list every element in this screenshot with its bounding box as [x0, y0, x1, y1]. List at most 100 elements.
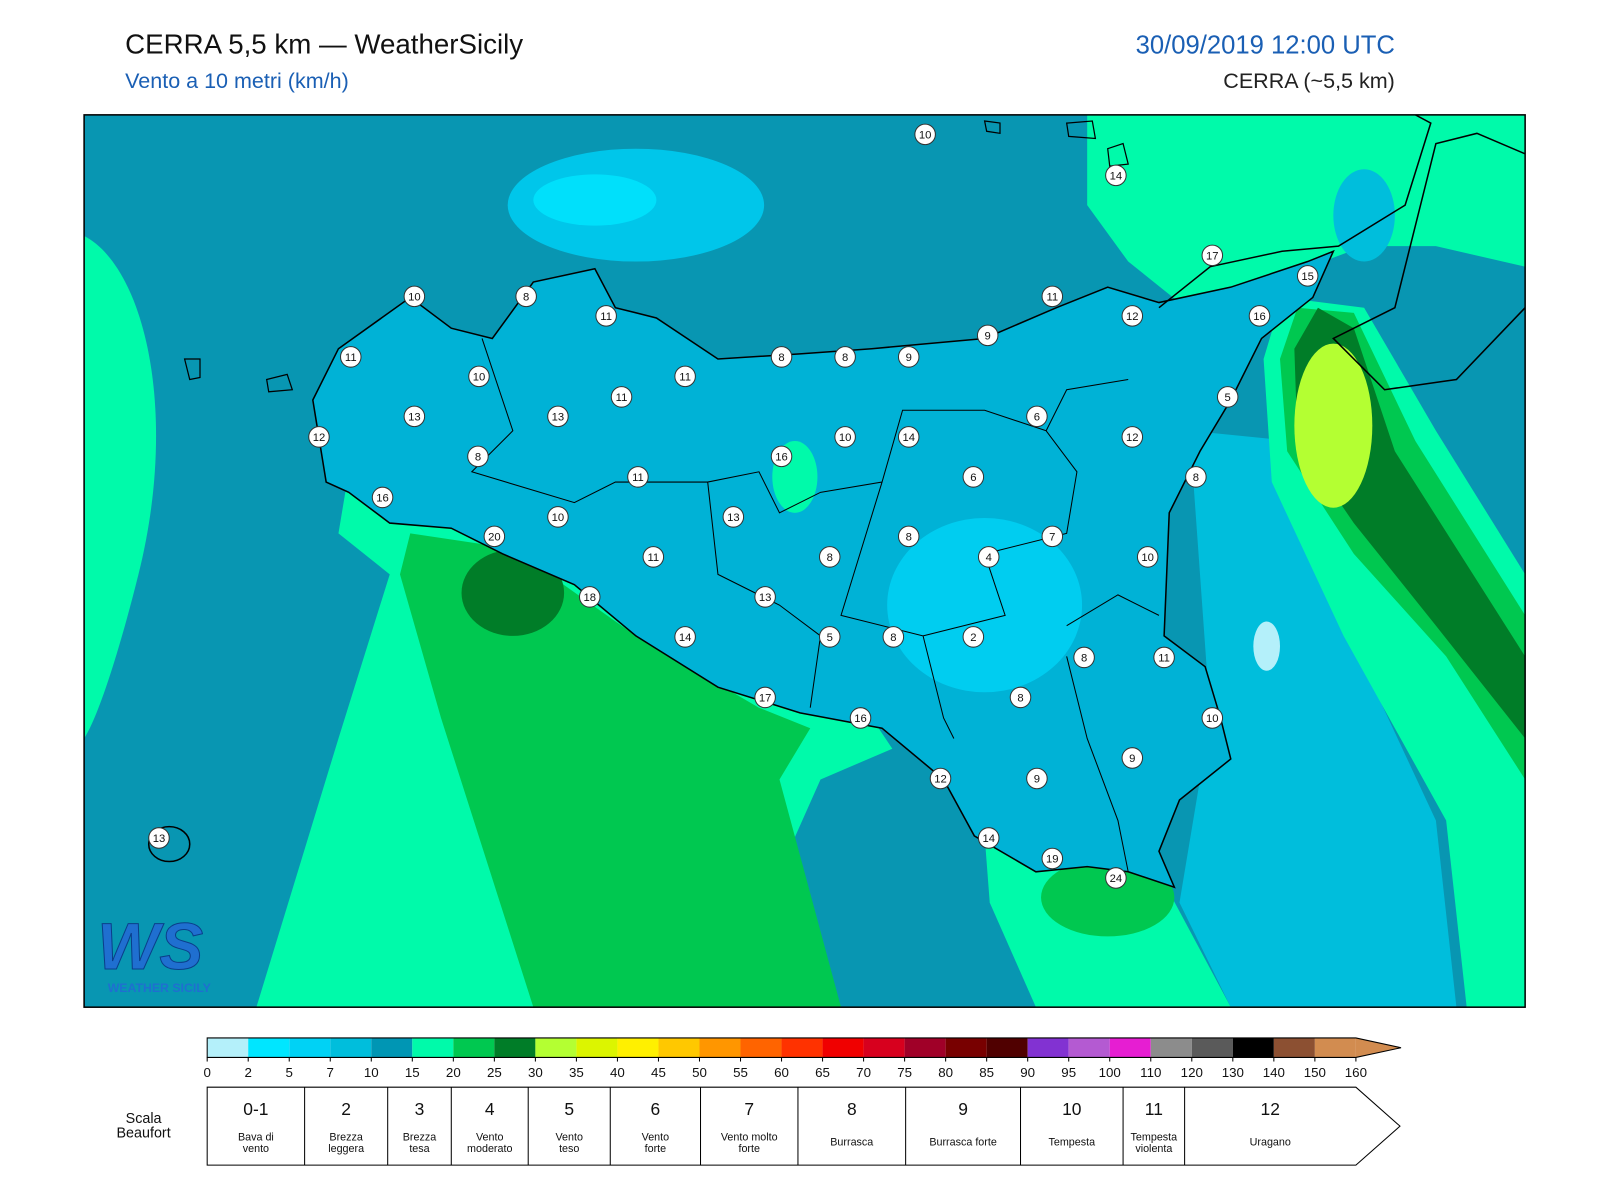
- colorbar-segment: [986, 1037, 1028, 1058]
- colorbar-tick-label: 25: [487, 1065, 502, 1080]
- station-marker: [339, 346, 362, 368]
- station-marker: [977, 546, 1000, 568]
- station-marker: [962, 466, 985, 488]
- station-marker: [468, 365, 490, 388]
- colorbar-tick-label: 55: [733, 1065, 748, 1080]
- colorbar-segment: [289, 1037, 331, 1058]
- colorbar-tick-label: 7: [327, 1065, 334, 1080]
- colorbar-tick-label: 60: [774, 1065, 789, 1080]
- colorbar-tick-label: 10: [364, 1065, 379, 1080]
- station-marker: [1121, 426, 1144, 448]
- station-value: 12: [934, 774, 947, 786]
- station-marker: [1026, 405, 1048, 428]
- station-value: 9: [1034, 774, 1040, 786]
- station-marker: [403, 405, 426, 428]
- title: CERRA 5,5 km — WeatherSicily: [125, 28, 523, 59]
- beaufort-description: Bava di vento: [238, 1132, 274, 1155]
- beaufort-force: 8: [847, 1099, 857, 1119]
- beaufort-force: 9: [958, 1099, 968, 1119]
- station-marker: [642, 546, 665, 568]
- station-value: 10: [1141, 552, 1154, 564]
- station-value: 13: [408, 412, 421, 424]
- station-marker: [547, 506, 569, 528]
- station-marker: [818, 626, 841, 648]
- wind-zone: [1333, 169, 1395, 262]
- station-value: 13: [727, 512, 740, 524]
- province-border: [470, 338, 1160, 872]
- station-marker: [929, 767, 952, 790]
- station-value: 14: [902, 432, 915, 444]
- colorbar-tick-label: 100: [1099, 1065, 1121, 1080]
- station-marker: [834, 346, 856, 368]
- colorbar-segment: [1150, 1037, 1192, 1058]
- station-value: 4: [986, 552, 992, 564]
- station-marker: [1201, 244, 1224, 267]
- station-marker: [371, 486, 394, 509]
- colorbar-segment: [1232, 1037, 1274, 1058]
- beaufort-scale: Scala Beaufort 0-1 Bava di vento 2 Brezza legge…: [116, 1086, 1401, 1166]
- colorbar-tick-label: 5: [286, 1065, 293, 1080]
- station-value: 11: [1158, 653, 1170, 665]
- colorbar-segment: [412, 1037, 454, 1058]
- logo-mark: WS: [97, 910, 203, 983]
- beaufort-description: Burrasca: [830, 1137, 873, 1149]
- calabria-coastline: [1158, 114, 1526, 391]
- colorbar-outline: [206, 1037, 1402, 1058]
- colorbar-tick-label: 130: [1222, 1065, 1244, 1080]
- station-value: 9: [1129, 753, 1135, 765]
- beaufort-label: Scala Beaufort: [116, 1111, 170, 1141]
- station-marker: [977, 827, 1000, 849]
- island-coastline: [183, 120, 1129, 393]
- station-value: 14: [1110, 170, 1123, 182]
- station-value: 8: [778, 352, 784, 364]
- station-marker: [483, 525, 506, 548]
- station-value: 17: [1206, 250, 1219, 262]
- wind-field: 10 14 17 15 10 8 11 11 12 16 9 11 8 8 9 10 11 11 5 13 13 6 12 1…: [84, 114, 1526, 1008]
- station-value: 10: [552, 512, 565, 524]
- colorbar-segment: [535, 1037, 577, 1058]
- station-marker: [610, 386, 633, 408]
- beaufort-force: 6: [651, 1099, 661, 1119]
- colorbar-segment: [330, 1037, 372, 1058]
- colorbar-arrow: [1355, 1037, 1402, 1058]
- station-marker: [1185, 466, 1207, 488]
- colorbar-segment: [1027, 1037, 1069, 1058]
- station-marker: [578, 586, 601, 608]
- station-marker: [754, 686, 776, 709]
- station-value: 9: [906, 352, 912, 364]
- station-value: 6: [970, 472, 976, 484]
- colorbar-tick-label: 110: [1140, 1065, 1161, 1080]
- station-value: 16: [854, 713, 867, 725]
- station-marker: [1041, 525, 1064, 548]
- station-value: 11: [345, 352, 357, 364]
- station-marker: [962, 626, 985, 648]
- stations: 10 14 17 15 10 8 11 11 12 16 9 11 8 8 9 10 11 11 5 13 13 6 12 1…: [148, 123, 1319, 889]
- beaufort-force: 2: [341, 1099, 351, 1119]
- station-marker: [674, 626, 696, 648]
- colorbar-segment: [207, 1037, 249, 1058]
- colorbar: 0 2 5 7 10 15 20 25 30 35 40 45 50 55 60 65 70 75 80 85 90 95…: [203, 1037, 1402, 1080]
- colorbar-tick-label: 95: [1061, 1065, 1076, 1080]
- model-label: CERRA (~5,5 km): [1223, 69, 1395, 93]
- colorbar-tick-label: 2: [244, 1065, 251, 1080]
- station-value: 8: [827, 552, 833, 564]
- station-marker: [1201, 707, 1224, 729]
- station-value: 8: [1081, 653, 1087, 665]
- beaufort-force: 10: [1062, 1099, 1082, 1119]
- colorbar-segment: [248, 1037, 290, 1058]
- station-value: 12: [1126, 432, 1139, 444]
- beaufort-description: Brezza leggera: [328, 1132, 364, 1155]
- station-marker: [897, 525, 920, 548]
- station-marker: [148, 827, 170, 849]
- station-value: 20: [488, 532, 501, 544]
- colorbar-tick-label: 140: [1263, 1065, 1285, 1080]
- beaufort-description: Brezza tesa: [403, 1132, 436, 1155]
- colorbar-segment: [453, 1037, 495, 1058]
- beaufort-description: Uragano: [1250, 1137, 1291, 1149]
- station-marker: [722, 506, 745, 528]
- station-marker: [1136, 546, 1159, 568]
- station-value: 17: [759, 693, 772, 705]
- beaufort-description: Tempesta: [1048, 1137, 1095, 1149]
- colorbar-tick-label: 20: [446, 1065, 461, 1080]
- wind-zone: [461, 549, 565, 636]
